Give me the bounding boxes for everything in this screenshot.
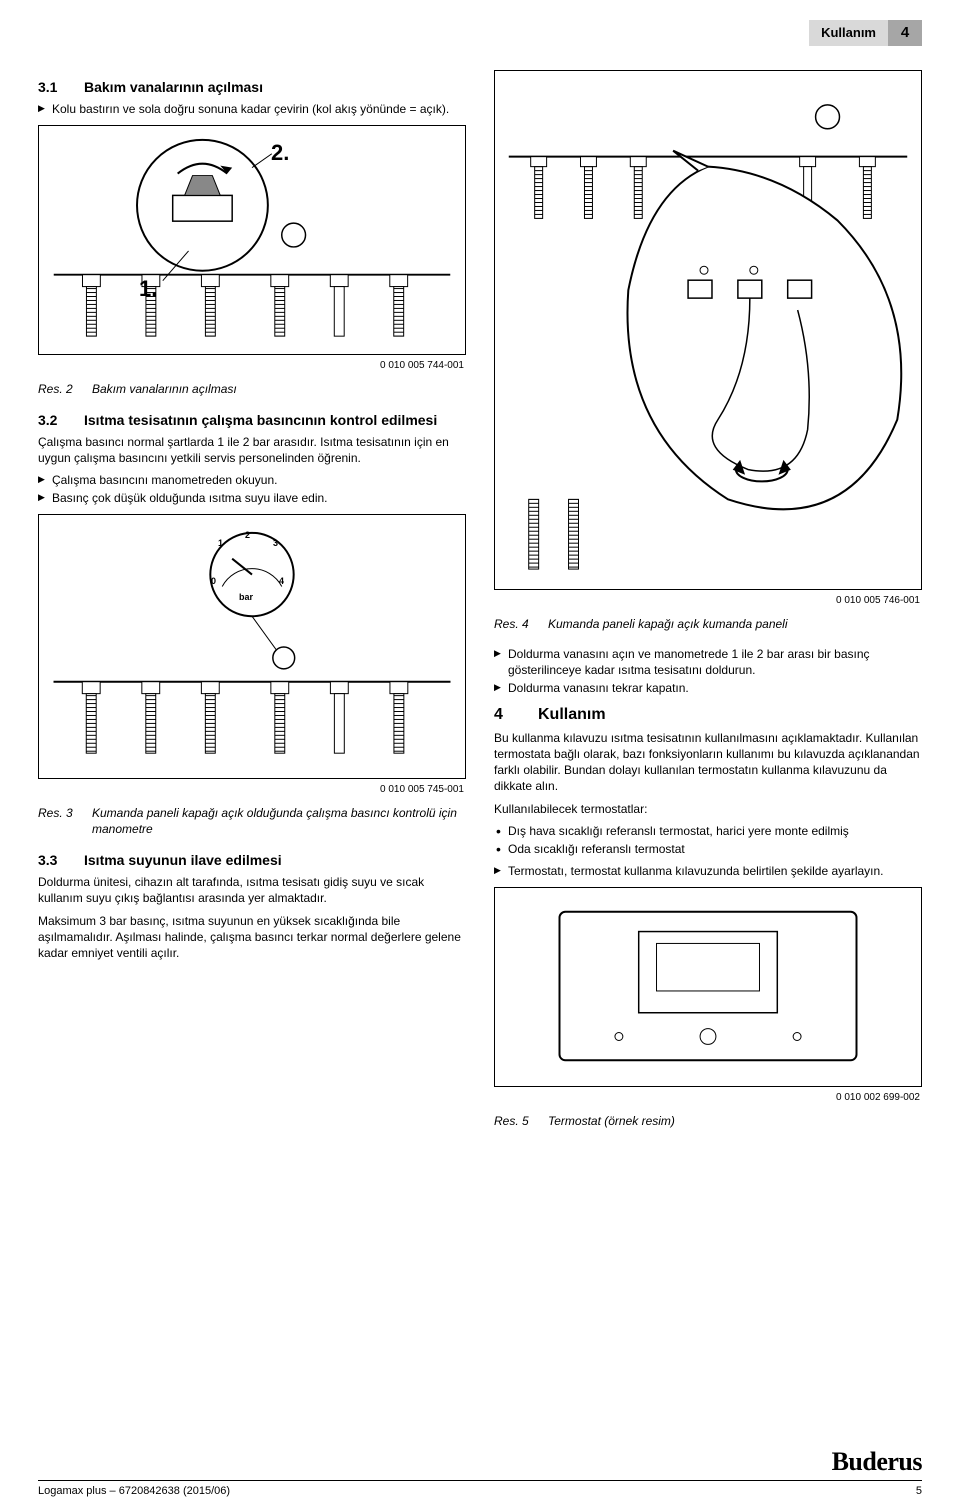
section-3-1-heading: 3.1 Bakım vanalarının açılması <box>38 78 466 97</box>
list-item: Çalışma basıncını manometreden okuyun. <box>38 472 466 488</box>
right-column: 0 010 005 746-001 Res. 4 Kumanda paneli … <box>494 70 922 1143</box>
footer-left: Logamax plus – 6720842638 (2015/06) <box>38 1484 230 1499</box>
gauge-label-4: 4 <box>279 575 284 587</box>
figure-4-code: 0 010 005 746-001 <box>494 594 920 608</box>
figure-4-bullets: Doldurma vanasını açın ve manometrede 1 … <box>494 646 922 697</box>
figure-ref: Res. 4 <box>494 616 538 632</box>
figure-2-code: 0 010 005 744-001 <box>38 359 464 373</box>
list-item: Oda sıcaklığı referanslı termostat <box>494 841 922 857</box>
section-3-3-p1: Doldurma ünitesi, cihazın alt tarafında,… <box>38 874 466 906</box>
section-3-3-heading: 3.3 Isıtma suyunun ilave edilmesi <box>38 851 466 870</box>
figure-3-caption: Res. 3 Kumanda paneli kapağı açık olduğu… <box>38 805 466 837</box>
figure-2-caption: Res. 2 Bakım vanalarının açılması <box>38 381 466 397</box>
gauge-label-2: 2 <box>245 529 250 541</box>
figure-5-caption: Res. 5 Termostat (örnek resim) <box>494 1113 922 1129</box>
section-number: 3.1 <box>38 78 66 97</box>
section-number: 4 <box>494 704 510 726</box>
figure-2-callout-2: 2. <box>271 138 289 168</box>
figure-ref: Res. 2 <box>38 381 82 397</box>
section-4-dots: Dış hava sıcaklığı referanslı termostat,… <box>494 823 922 857</box>
figure-5-code: 0 010 002 699-002 <box>494 1091 920 1105</box>
section-number: 3.3 <box>38 851 66 870</box>
gauge-label-1: 1 <box>218 537 223 549</box>
list-item: Termostatı, termostat kullanma kılavuzun… <box>494 863 922 879</box>
figure-4-caption: Res. 4 Kumanda paneli kapağı açık kumand… <box>494 616 922 632</box>
list-item: Doldurma vanasını açın ve manometrede 1 … <box>494 646 922 678</box>
figure-5-svg <box>495 888 921 1086</box>
section-4-p2: Kullanılabilecek termostatlar: <box>494 801 922 817</box>
brand-logo: Buderus <box>832 1444 922 1479</box>
section-4-p1: Bu kullanma kılavuzu ısıtma tesisatının … <box>494 730 922 795</box>
figure-caption-text: Termostat (örnek resim) <box>548 1113 675 1129</box>
list-item: Kolu bastırın ve sola doğru sonuna kadar… <box>38 101 466 117</box>
list-item: Dış hava sıcaklığı referanslı termostat,… <box>494 823 922 839</box>
figure-5 <box>494 887 922 1087</box>
section-title: Kullanım <box>538 704 606 726</box>
gauge-label-0: 0 <box>211 575 216 587</box>
section-number: 3.2 <box>38 411 66 430</box>
figure-3: 1 2 3 0 4 bar <box>38 514 466 779</box>
section-title: Isıtma suyunun ilave edilmesi <box>84 851 282 870</box>
figure-caption-text: Kumanda paneli kapağı açık olduğunda çal… <box>92 805 466 837</box>
page-footer: Logamax plus – 6720842638 (2015/06) 5 <box>38 1480 922 1499</box>
footer-page-number: 5 <box>916 1484 922 1499</box>
figure-2-callout-1: 1. <box>139 274 157 304</box>
section-4-heading: 4 Kullanım <box>494 704 922 726</box>
section-title: Bakım vanalarının açılması <box>84 78 263 97</box>
figure-2-svg <box>39 126 465 354</box>
section-3-1-bullets: Kolu bastırın ve sola doğru sonuna kadar… <box>38 101 466 117</box>
section-4-arrows: Termostatı, termostat kullanma kılavuzun… <box>494 863 922 879</box>
list-item: Doldurma vanasını tekrar kapatın. <box>494 680 922 696</box>
figure-2: 2. 1. <box>38 125 466 355</box>
figure-4 <box>494 70 922 590</box>
gauge-label-3: 3 <box>273 537 278 549</box>
header-section-number: 4 <box>888 20 922 46</box>
list-item: Basınç çok düşük olduğunda ısıtma suyu i… <box>38 490 466 506</box>
figure-3-svg <box>39 515 465 778</box>
figure-ref: Res. 5 <box>494 1113 538 1129</box>
figure-4-svg <box>495 71 921 589</box>
left-column: 3.1 Bakım vanalarının açılması Kolu bast… <box>38 70 466 1143</box>
figure-caption-text: Kumanda paneli kapağı açık kumanda panel… <box>548 616 788 632</box>
figure-3-code: 0 010 005 745-001 <box>38 783 464 797</box>
section-3-2-para: Çalışma basıncı normal şartlarda 1 ile 2… <box>38 434 466 466</box>
header-section: Kullanım <box>809 20 888 46</box>
section-3-2-bullets: Çalışma basıncını manometreden okuyun. B… <box>38 472 466 506</box>
section-3-3-p2: Maksimum 3 bar basınç, ısıtma suyunun en… <box>38 913 466 962</box>
gauge-unit: bar <box>239 591 253 603</box>
section-3-2-heading: 3.2 Isıtma tesisatının çalışma basıncını… <box>38 411 466 430</box>
header-bar: Kullanım 4 <box>809 20 922 46</box>
figure-ref: Res. 3 <box>38 805 82 837</box>
figure-caption-text: Bakım vanalarının açılması <box>92 381 237 397</box>
section-title: Isıtma tesisatının çalışma basıncının ko… <box>84 411 437 430</box>
